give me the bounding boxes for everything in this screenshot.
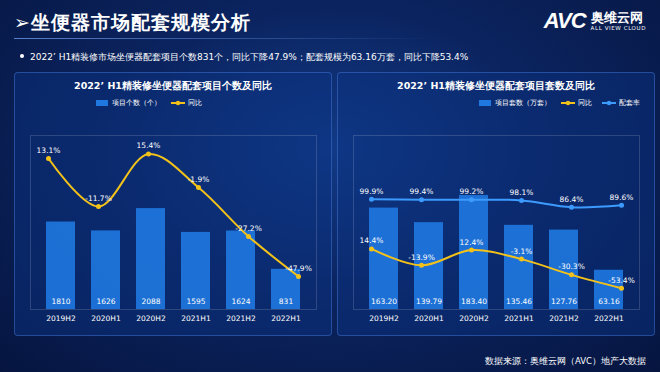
svg-text:99.4%: 99.4% <box>410 187 434 196</box>
svg-text:2022H1: 2022H1 <box>271 314 301 323</box>
svg-text:2021H1: 2021H1 <box>504 314 534 323</box>
html-text:项目个数（个）: 项目个数（个） <box>112 99 161 107</box>
svg-text:2022H1: 2022H1 <box>594 314 624 323</box>
html-text:2022’ H1精装修市场坐便器配套项目个数831个，同比下: 2022’ H1精装修市场坐便器配套项目个数831个，同比下降47.9%；配套规… <box>30 52 469 62</box>
svg-text:127.76: 127.76 <box>551 297 577 306</box>
svg-text:2021H2: 2021H2 <box>549 314 579 323</box>
html-text:AVC 奥维云网: AVC 奥维云网 <box>543 8 643 33</box>
html-text:同比: 同比 <box>188 99 202 107</box>
html-text:ALL VIEW CLOUD: ALL VIEW CLOUD <box>590 24 646 31</box>
html-text:配套率: 配套率 <box>619 99 640 107</box>
svg-text:135.46: 135.46 <box>506 297 532 306</box>
svg-text:2021H2: 2021H2 <box>226 314 256 323</box>
svg-text:139.79: 139.79 <box>416 297 442 306</box>
html-text:同比: 同比 <box>578 99 592 107</box>
html-text:➢坐便器市场配套规模分析: ➢坐便器市场配套规模分析 <box>14 11 251 33</box>
svg-text:1595: 1595 <box>186 297 205 306</box>
svg-text:831: 831 <box>279 297 294 306</box>
svg-text:63.16: 63.16 <box>598 297 620 306</box>
svg-text:-27.2%: -27.2% <box>235 224 262 233</box>
svg-text:2019H2: 2019H2 <box>369 314 399 323</box>
svg-text:-13.9%: -13.9% <box>408 253 435 262</box>
svg-text:-3.1%: -3.1% <box>511 246 533 255</box>
svg-text:12.4%: 12.4% <box>460 238 484 247</box>
svg-text:2020H1: 2020H1 <box>91 314 121 323</box>
svg-text:99.9%: 99.9% <box>360 187 384 196</box>
html-text:项目套数（万套）: 项目套数（万套） <box>495 99 551 107</box>
html-text:数据来源：奥维云网（AVC）地产大数据: 数据来源：奥维云网（AVC）地产大数据 <box>485 356 646 366</box>
svg-text:13.1%: 13.1% <box>37 146 61 155</box>
svg-text:2021H1: 2021H1 <box>181 314 211 323</box>
html-text:2022’ H1精装修坐便器配套项目个数及同比: 2022’ H1精装修坐便器配套项目个数及同比 <box>74 80 272 91</box>
svg-text:-11.7%: -11.7% <box>85 194 112 203</box>
svg-text:98.1%: 98.1% <box>510 188 534 197</box>
svg-text:2088: 2088 <box>141 297 160 306</box>
svg-text:1810: 1810 <box>51 297 70 306</box>
html-text:2022’ H1精装修坐便器配套项目套数及同比: 2022’ H1精装修坐便器配套项目套数及同比 <box>397 80 595 91</box>
svg-text:2020H1: 2020H1 <box>414 314 444 323</box>
svg-text:86.4%: 86.4% <box>560 195 584 204</box>
svg-text:15.4%: 15.4% <box>137 141 161 150</box>
svg-text:89.6%: 89.6% <box>610 193 634 202</box>
svg-text:-1.9%: -1.9% <box>188 175 210 184</box>
svg-text:163.20: 163.20 <box>371 297 397 306</box>
svg-text:2020H2: 2020H2 <box>459 314 489 323</box>
svg-text:2020H2: 2020H2 <box>136 314 166 323</box>
svg-text:2019H2: 2019H2 <box>46 314 76 323</box>
svg-text:1624: 1624 <box>231 297 250 306</box>
svg-text:-47.9%: -47.9% <box>285 264 312 273</box>
svg-text:1626: 1626 <box>96 297 115 306</box>
svg-text:-30.3%: -30.3% <box>558 262 585 271</box>
svg-text:14.4%: 14.4% <box>360 236 384 245</box>
svg-text:-53.4%: -53.4% <box>608 276 635 285</box>
svg-text:183.40: 183.40 <box>461 297 487 306</box>
svg-text:99.2%: 99.2% <box>460 187 484 196</box>
